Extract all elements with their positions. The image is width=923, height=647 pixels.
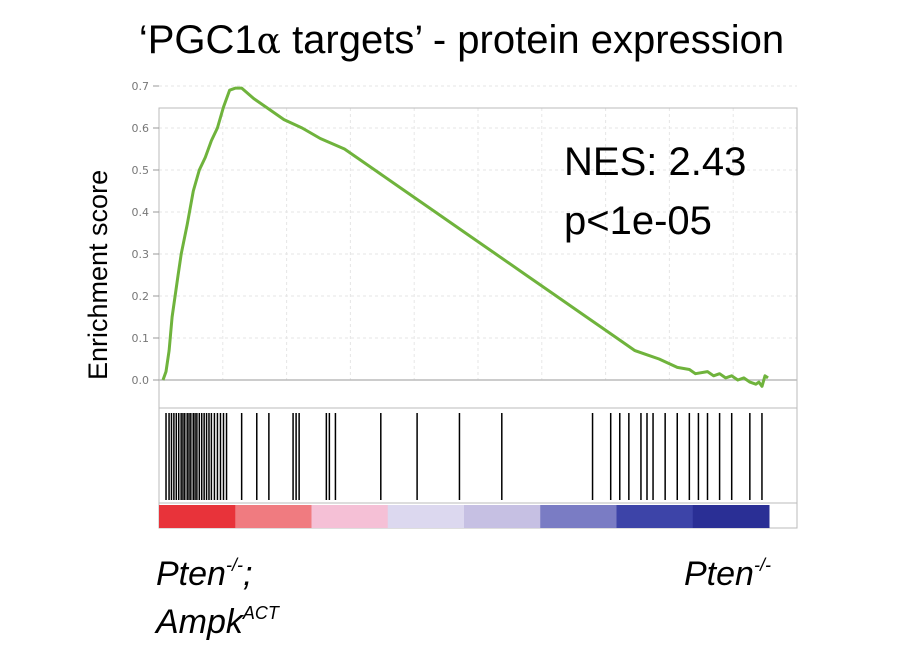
title-part-2: targets’ - protein expression (280, 18, 785, 62)
rank-gradient-segment (616, 505, 694, 528)
phenotype-left-genotype: -/- (225, 555, 243, 575)
phenotype-left-gene-2: Ampk (156, 603, 243, 641)
phenotype-right: Pten-/- (684, 545, 771, 594)
phenotype-left-separator: ; (242, 555, 253, 593)
hit-markers (165, 413, 763, 500)
y-axis-title: Enrichment score (83, 170, 113, 380)
rank-gradient-segment (464, 505, 541, 528)
y-tick-label: 0.0 (132, 374, 150, 387)
rank-gradient-segment (540, 505, 617, 528)
rank-gradient-segment (387, 505, 465, 528)
slide-title: ‘PGC1α targets’ - protein expression (0, 14, 923, 68)
rank-gradient-segment (692, 505, 770, 528)
y-tick-label: 0.4 (132, 206, 150, 219)
rank-gradient-segment (235, 505, 312, 528)
pvalue-annotation: p<1e-05 (564, 199, 712, 243)
y-tick-label: 0.7 (132, 80, 150, 93)
phenotype-left-line2: AmpkACT (156, 593, 279, 642)
grid-layer (159, 85, 797, 380)
rank-gradient-segment (159, 505, 236, 528)
y-tick-label: 0.1 (132, 332, 150, 345)
rank-gradient-bar (159, 505, 770, 528)
y-tick-label: 0.3 (132, 248, 150, 261)
nes-annotation: NES: 2.43 (564, 140, 746, 184)
y-tick-labels: 0.0 0.1 0.2 0.3 0.4 0.5 0.6 0.7 (132, 80, 159, 387)
phenotype-left-line1: Pten-/-; (156, 545, 252, 594)
phenotype-left-gene: Pten (156, 555, 226, 593)
enrichment-curve (161, 86, 769, 388)
phenotype-right-genotype: -/- (753, 555, 771, 575)
rank-gradient-segment (311, 505, 389, 528)
y-tick-label: 0.6 (132, 122, 150, 135)
y-tick-label: 0.2 (132, 290, 150, 303)
title-alpha-symbol: α (256, 21, 281, 62)
title-part-1: ‘PGC1 (138, 18, 257, 62)
phenotype-left-genotype-2: ACT (242, 603, 279, 623)
y-tick-label: 0.5 (132, 164, 150, 177)
phenotype-right-gene: Pten (684, 555, 754, 593)
